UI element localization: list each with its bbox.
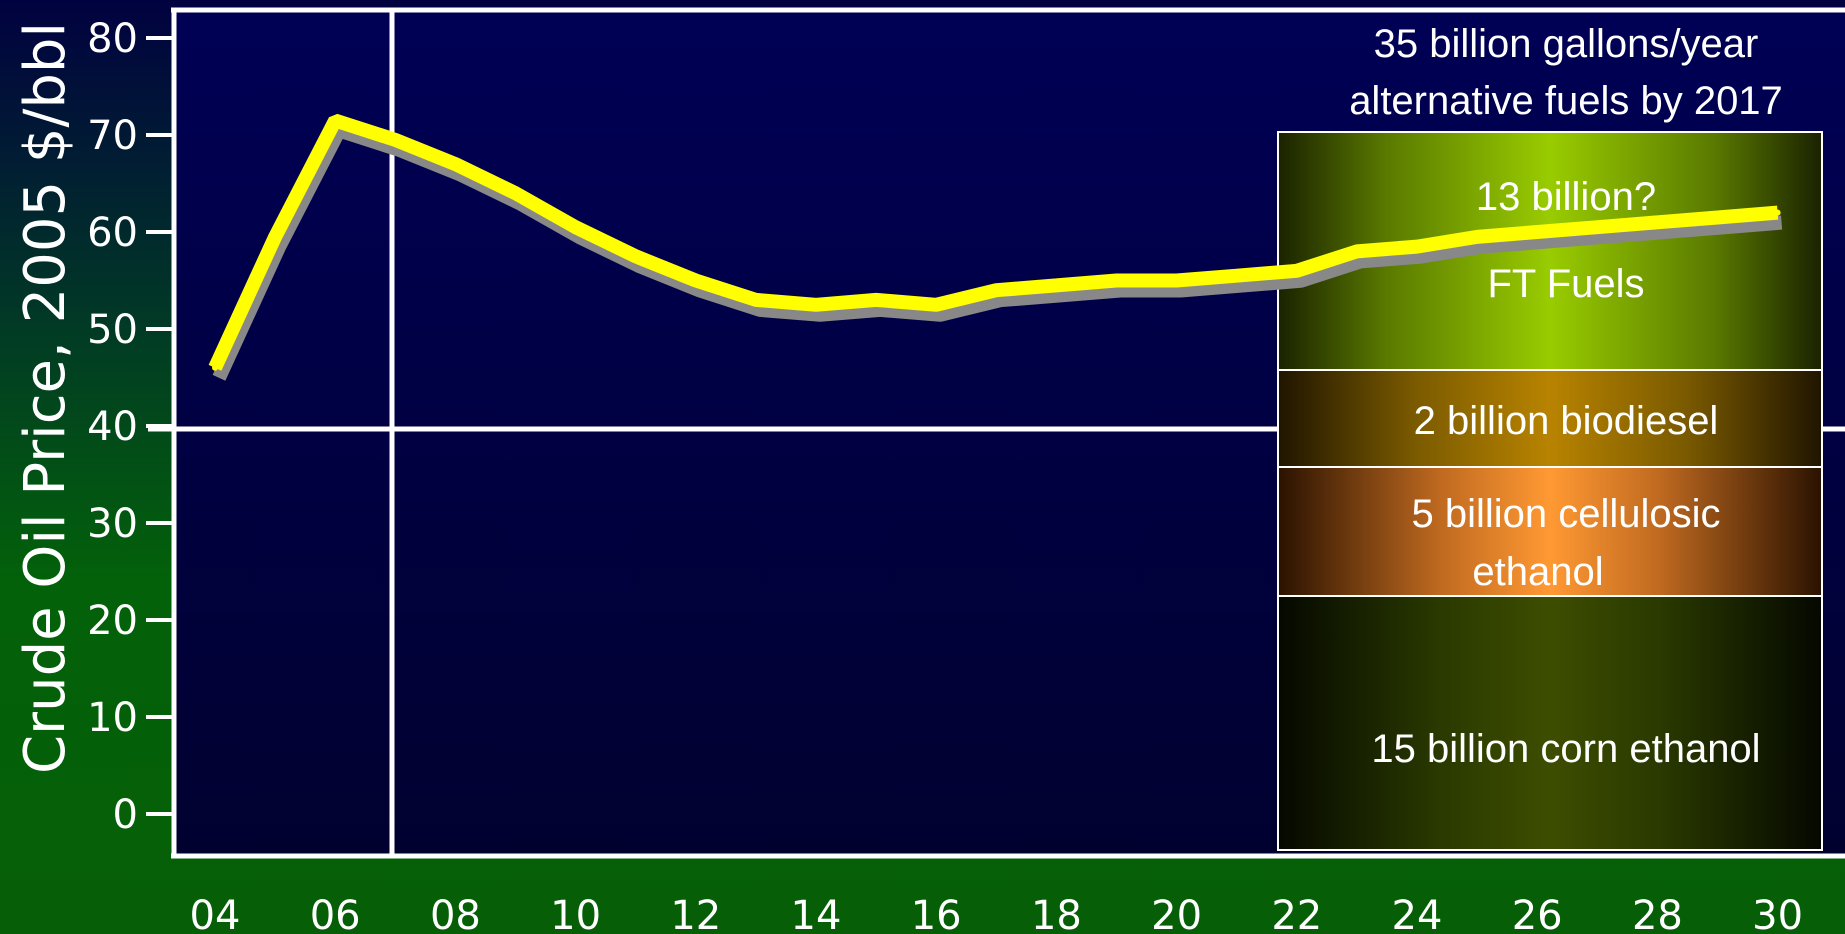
annotation-segment-label: FT Fuels bbox=[1487, 262, 1644, 306]
series-point bbox=[1113, 277, 1120, 284]
series-point bbox=[933, 301, 940, 308]
series-point bbox=[332, 117, 339, 124]
x-tick-label: 22 bbox=[1271, 893, 1322, 934]
x-tick-label: 18 bbox=[1031, 893, 1082, 934]
x-tick-label: 30 bbox=[1752, 893, 1803, 934]
y-tick-label: 20 bbox=[87, 598, 138, 644]
x-tick-label: 06 bbox=[310, 893, 361, 934]
series-point bbox=[813, 301, 819, 308]
series-point bbox=[752, 296, 759, 303]
annotation-header-line: 35 billion gallons/year bbox=[1374, 22, 1759, 66]
annotation-segment-biodiesel bbox=[1277, 369, 1823, 468]
series-point bbox=[212, 364, 218, 371]
series-point bbox=[1594, 224, 1601, 231]
y-tick-label: 70 bbox=[87, 113, 138, 159]
annotation-segment-label: ethanol bbox=[1472, 550, 1603, 594]
series-point bbox=[1774, 209, 1781, 216]
series-point bbox=[272, 233, 279, 240]
series-point bbox=[1534, 229, 1541, 235]
x-tick-label: 20 bbox=[1151, 893, 1202, 934]
annotation-segment-label: 15 billion corn ethanol bbox=[1371, 727, 1760, 771]
series-point bbox=[512, 190, 519, 197]
annotation-header-line: alternative fuels by 2017 bbox=[1349, 79, 1783, 123]
series-point bbox=[1714, 214, 1721, 221]
series-group bbox=[208, 113, 1783, 381]
y-tick-label: 60 bbox=[87, 210, 138, 256]
annotation-segment-label: 13 billion? bbox=[1476, 175, 1656, 219]
y-tick-label: 30 bbox=[87, 501, 138, 547]
series-point bbox=[1353, 248, 1360, 255]
y-ticks: 0 10 20 30 40 50 60 70 80 bbox=[87, 16, 174, 838]
series-point bbox=[1293, 267, 1300, 274]
series-point bbox=[632, 253, 639, 260]
x-ticks: 04 06 08 10 12 14 16 18 20 22 24 26 28 30 bbox=[190, 893, 1804, 934]
x-tick-label: 12 bbox=[670, 893, 721, 934]
y-tick-label: 80 bbox=[87, 16, 138, 62]
annotations: 35 billion gallons/year alternative fuels… bbox=[1349, 22, 1783, 771]
annotation-segment-label: 2 billion biodiesel bbox=[1414, 399, 1719, 443]
series-point bbox=[1654, 219, 1661, 226]
series-line-shadow bbox=[212, 123, 1783, 381]
y-axis-label: Crude Oil Price, 2005 $/bbl bbox=[13, 22, 78, 774]
annotation-box bbox=[1277, 131, 1823, 851]
y-tick-label: 0 bbox=[113, 792, 138, 838]
x-tick-label: 10 bbox=[550, 893, 601, 934]
series-point bbox=[572, 224, 579, 231]
x-tick-label: 24 bbox=[1392, 893, 1443, 934]
series-point bbox=[1474, 233, 1481, 240]
series-point bbox=[1173, 277, 1180, 284]
series-point bbox=[993, 287, 1000, 294]
series-point bbox=[692, 277, 699, 284]
y-tick-label: 10 bbox=[87, 695, 138, 741]
x-tick-label: 04 bbox=[190, 893, 241, 934]
x-tick-label: 08 bbox=[430, 893, 481, 934]
y-tick-label: 40 bbox=[87, 404, 138, 450]
series-point bbox=[873, 296, 880, 303]
annotation-segment-corn bbox=[1277, 595, 1823, 851]
x-tick-label: 16 bbox=[911, 893, 962, 934]
series-point bbox=[1414, 243, 1420, 250]
series-point bbox=[1233, 272, 1240, 279]
y-tick-label: 50 bbox=[87, 307, 138, 353]
x-tick-label: 14 bbox=[791, 893, 842, 934]
series-point bbox=[392, 136, 399, 143]
series-point bbox=[452, 161, 459, 168]
annotation-segment-cellulosic bbox=[1277, 466, 1823, 597]
x-tick-label: 26 bbox=[1512, 893, 1563, 934]
annotation-segment-label: 5 billion cellulosic bbox=[1411, 492, 1720, 536]
series-point bbox=[1053, 282, 1060, 289]
x-tick-label: 28 bbox=[1632, 893, 1683, 934]
